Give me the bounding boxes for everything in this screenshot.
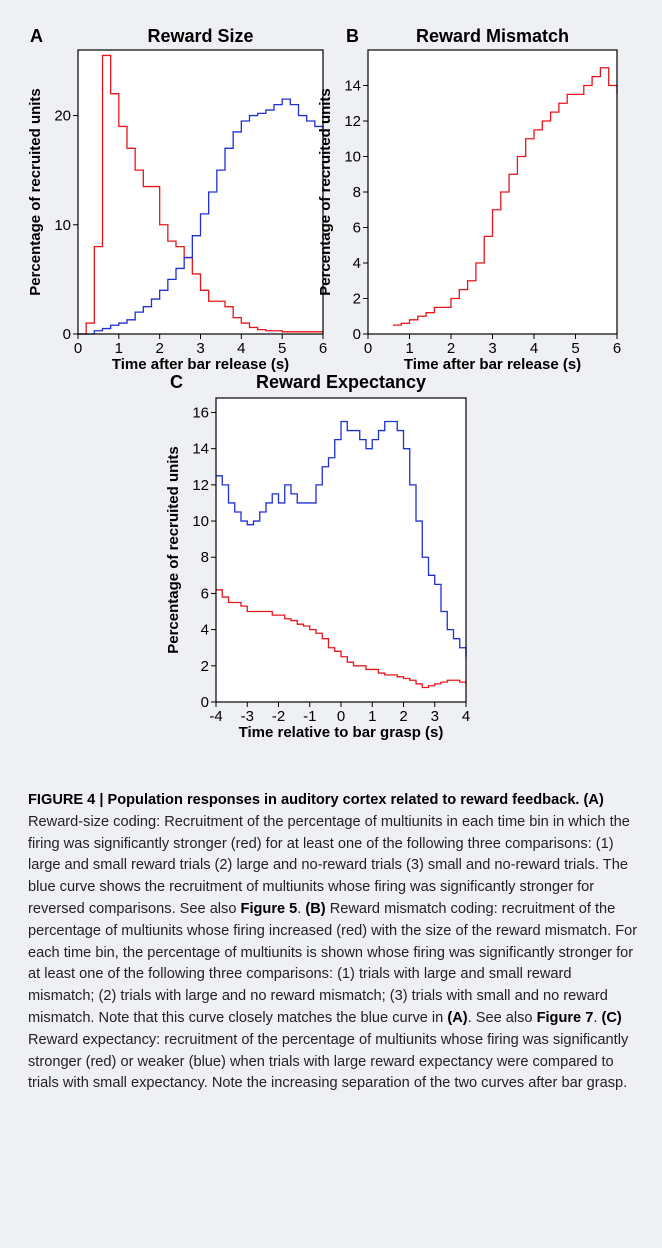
x-tick-label: 4 [530, 340, 538, 357]
x-tick-label: 2 [155, 340, 163, 357]
x-tick-label: -1 [303, 708, 316, 725]
x-tick-label: -4 [209, 708, 222, 725]
caption-text: Reward mismatch coding: recruitment of t… [28, 900, 638, 1026]
x-tick-label: 6 [613, 340, 621, 357]
panel-label: C [170, 372, 183, 392]
chart-title: Reward Size [147, 26, 253, 46]
y-tick-label: 8 [353, 184, 361, 201]
caption-text: (C) [601, 1009, 622, 1026]
x-tick-label: 5 [571, 340, 579, 357]
y-tick-label: 2 [201, 658, 209, 675]
y-tick-label: 14 [192, 441, 209, 458]
x-tick-label: 1 [368, 708, 376, 725]
x-tick-label: 6 [319, 340, 327, 357]
x-axis-label: Time relative to bar grasp (s) [239, 724, 444, 741]
x-tick-label: 5 [278, 340, 286, 357]
y-tick-label: 10 [192, 513, 209, 530]
y-tick-label: 6 [353, 220, 361, 237]
panel-label: B [346, 26, 359, 46]
caption-text: . See also [467, 1009, 537, 1026]
caption-text: Reward expectancy: recruitment of the pe… [28, 1031, 629, 1092]
plot-area [78, 50, 323, 334]
caption-text: (A) [447, 1009, 468, 1026]
y-tick-label: 6 [201, 585, 209, 602]
data-line [216, 589, 467, 689]
caption-text: . [297, 900, 306, 917]
x-tick-label: 3 [431, 708, 439, 725]
x-tick-label: 4 [462, 708, 470, 725]
y-tick-label: 8 [201, 549, 209, 566]
x-tick-label: 4 [237, 340, 245, 357]
y-tick-label: 2 [353, 291, 361, 308]
y-tick-label: 4 [353, 255, 361, 272]
y-axis-label: Percentage of recruited units [27, 88, 44, 296]
y-tick-label: 20 [54, 108, 71, 125]
x-tick-label: 3 [196, 340, 204, 357]
x-tick-label: 1 [405, 340, 413, 357]
data-line [392, 67, 618, 326]
caption-text: Reward-size coding: Recruitment of the p… [28, 813, 630, 917]
data-line [216, 420, 467, 657]
x-axis-label: Time after bar release (s) [112, 356, 289, 373]
caption-text: . [593, 1009, 602, 1026]
caption-text: (B) [305, 900, 326, 917]
plot-frame [215, 397, 467, 703]
y-tick-label: 16 [192, 404, 209, 421]
x-tick-label: 0 [74, 340, 82, 357]
y-tick-label: 12 [192, 477, 209, 494]
plot-frame [367, 49, 618, 335]
chart-title: Reward Mismatch [416, 26, 569, 46]
x-axis-label: Time after bar release (s) [404, 356, 581, 373]
x-tick-label: 0 [337, 708, 345, 725]
caption: FIGURE 4 | Population responses in audit… [28, 790, 640, 1095]
y-tick-label: 10 [344, 149, 361, 166]
y-tick-label: 0 [201, 694, 209, 711]
caption-text: Figure 5 [240, 900, 298, 917]
y-axis-label: Percentage of recruited units [317, 88, 334, 296]
y-tick-label: 0 [353, 326, 361, 343]
data-line [78, 98, 324, 335]
plot-area [368, 50, 617, 334]
chart-title: Reward Expectancy [256, 372, 426, 392]
caption-text: Figure 7 [536, 1009, 594, 1026]
y-axis-label: Percentage of recruited units [165, 446, 182, 654]
x-tick-label: 0 [364, 340, 372, 357]
x-tick-label: 2 [447, 340, 455, 357]
panel-label: A [30, 26, 43, 46]
plot-frame [77, 49, 324, 335]
y-tick-label: 0 [63, 326, 71, 343]
y-tick-label: 12 [344, 113, 361, 130]
x-tick-label: 3 [488, 340, 496, 357]
x-tick-label: 2 [399, 708, 407, 725]
x-tick-label: -3 [241, 708, 254, 725]
y-tick-label: 4 [201, 622, 209, 639]
x-tick-label: 1 [115, 340, 123, 357]
x-tick-label: -2 [272, 708, 285, 725]
y-tick-label: 14 [344, 78, 361, 95]
y-tick-label: 10 [54, 217, 71, 234]
caption-text: FIGURE 4 | Population responses in audit… [28, 792, 604, 808]
